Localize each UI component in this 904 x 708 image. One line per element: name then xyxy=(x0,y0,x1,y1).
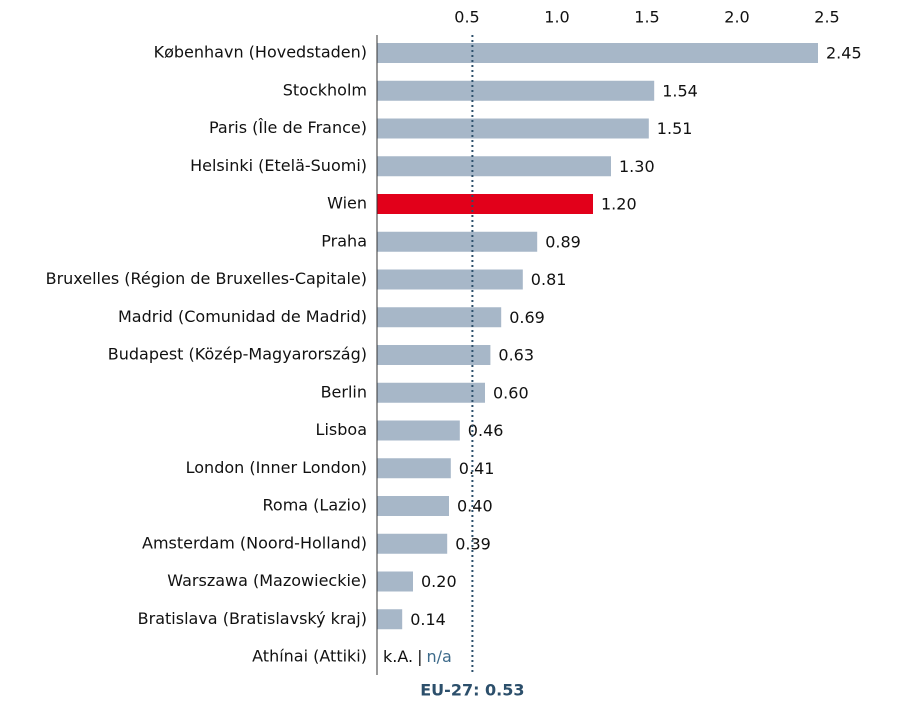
bar xyxy=(377,269,523,290)
category-label: Roma (Lazio) xyxy=(263,496,368,515)
value-label: 0.41 xyxy=(459,459,495,478)
reference-label: EU-27: 0.53 xyxy=(420,681,524,700)
missing-label-de: k.A. xyxy=(383,647,413,666)
x-tick-label: 2.5 xyxy=(814,8,839,27)
value-label: 1.20 xyxy=(601,195,637,214)
missing-label-en: n/a xyxy=(427,647,452,666)
x-tick-label: 1.0 xyxy=(544,8,569,27)
bar xyxy=(377,420,460,441)
bar xyxy=(377,382,485,403)
category-label: Bratislava (Bratislavský kraj) xyxy=(138,609,367,628)
category-label: Praha xyxy=(321,231,367,250)
category-label: Stockholm xyxy=(283,80,367,99)
bar xyxy=(377,118,649,139)
bar xyxy=(377,571,413,592)
value-label: 0.14 xyxy=(410,610,446,629)
category-label: London (Inner London) xyxy=(186,458,367,477)
bar xyxy=(377,458,451,479)
separator: | xyxy=(417,647,422,666)
value-label: 0.46 xyxy=(468,421,504,440)
value-label: 2.45 xyxy=(826,44,862,63)
category-label: Lisboa xyxy=(316,420,367,439)
category-label: Berlin xyxy=(321,382,367,401)
bar xyxy=(377,231,538,252)
bar xyxy=(377,345,491,365)
category-label: Madrid (Comunidad de Madrid) xyxy=(118,307,367,326)
category-label: Budapest (Közép-Magyarország) xyxy=(108,345,367,364)
value-label: 0.39 xyxy=(455,534,491,553)
value-label: 1.30 xyxy=(619,157,655,176)
value-label: 1.54 xyxy=(662,81,698,100)
value-label: 0.69 xyxy=(509,308,545,327)
value-label: 0.63 xyxy=(498,346,534,365)
category-label: Amsterdam (Noord-Holland) xyxy=(142,533,367,552)
value-label: 0.89 xyxy=(545,232,581,251)
x-tick-label: 0.5 xyxy=(454,8,479,27)
category-label: Wien xyxy=(327,194,367,213)
category-label: Bruxelles (Région de Bruxelles-Capitale) xyxy=(46,269,367,288)
category-label: Athínai (Attiki) xyxy=(252,647,367,666)
bar xyxy=(377,194,593,214)
missing-label: k.A. | n/a xyxy=(383,647,452,666)
bar xyxy=(377,533,448,554)
category-label: Warszawa (Mazowieckie) xyxy=(167,571,367,590)
bar xyxy=(377,80,655,101)
bar xyxy=(377,307,502,328)
category-label: Helsinki (Etelä-Suomi) xyxy=(190,156,367,175)
bar xyxy=(377,43,818,63)
value-label: 1.51 xyxy=(657,119,693,138)
bar xyxy=(377,609,403,630)
value-label: 0.81 xyxy=(531,270,567,289)
value-label: 0.20 xyxy=(421,572,457,591)
value-label: 0.40 xyxy=(457,497,493,516)
category-label: Paris (Île de France) xyxy=(209,118,367,137)
category-label: København (Hovedstaden) xyxy=(154,43,367,62)
bar xyxy=(377,156,611,177)
value-label: 0.60 xyxy=(493,383,529,402)
bar xyxy=(377,496,449,516)
x-tick-label: 1.5 xyxy=(634,8,659,27)
x-tick-label: 2.0 xyxy=(724,8,749,27)
